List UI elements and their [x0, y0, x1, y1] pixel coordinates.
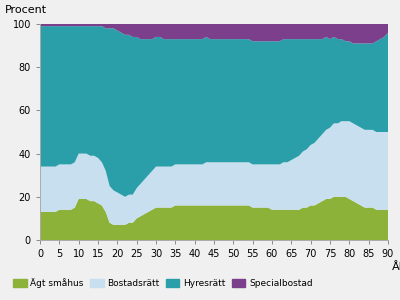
Text: Procent: Procent — [5, 5, 47, 15]
Text: Ålder: Ålder — [392, 262, 400, 272]
Legend: Ägt småhus, Bostadsrätt, Hyresrätt, Specialbostad: Ägt småhus, Bostadsrätt, Hyresrätt, Spec… — [10, 275, 316, 292]
